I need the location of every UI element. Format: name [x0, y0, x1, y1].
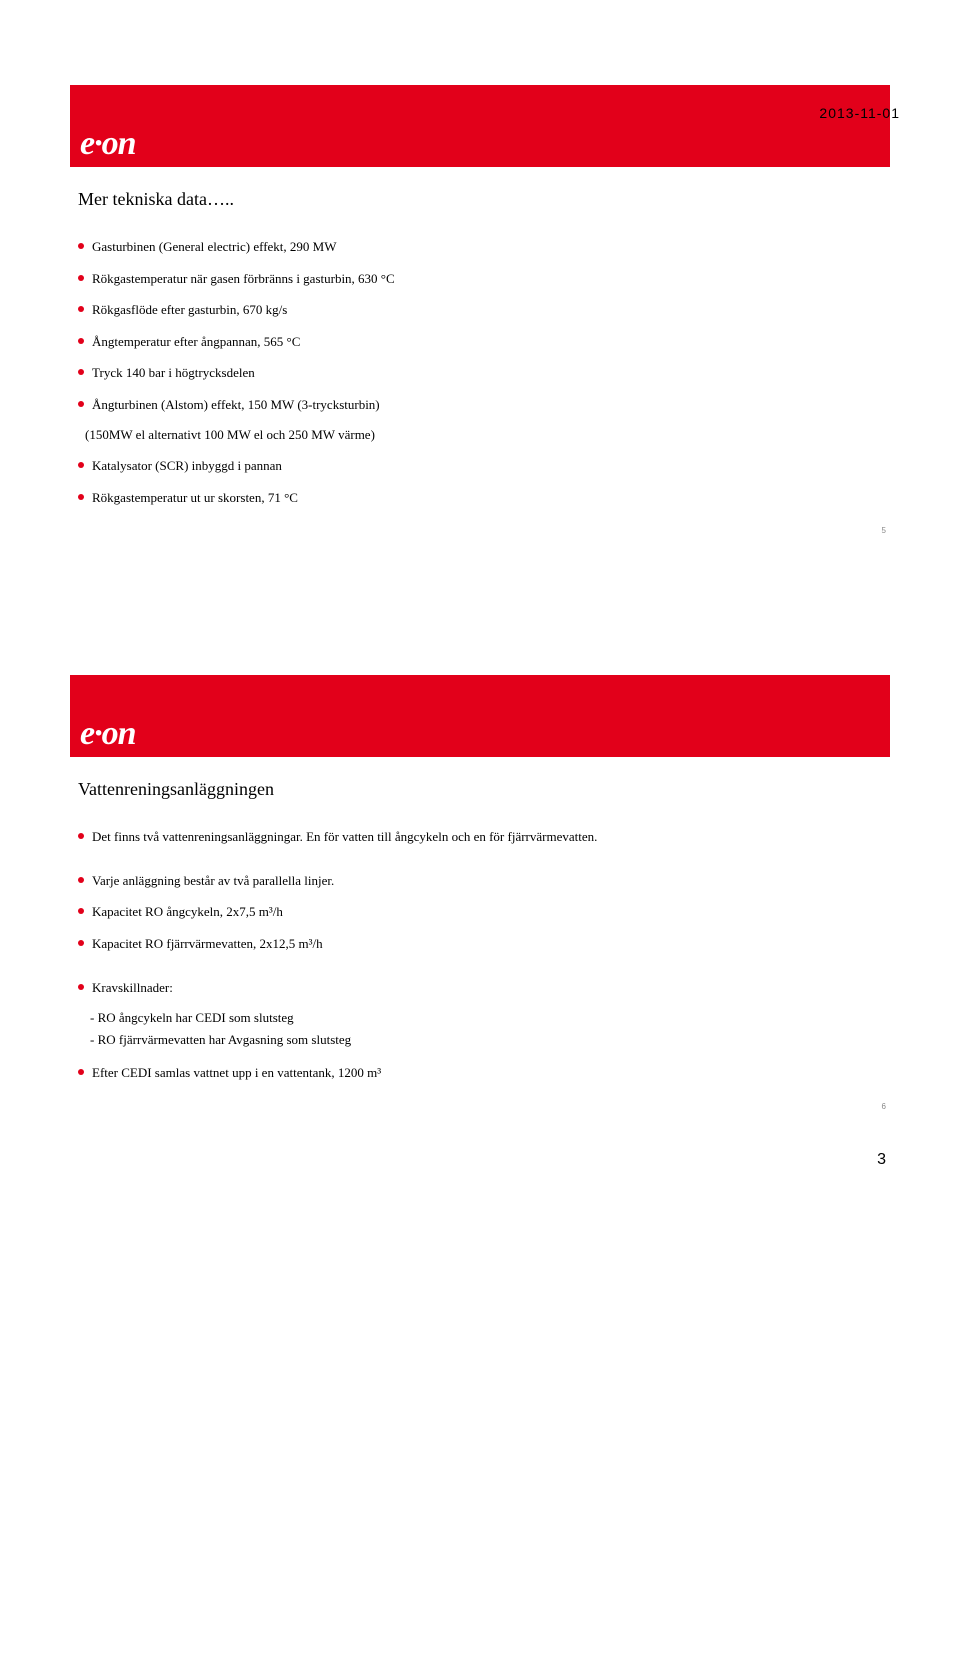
- logo-text-2: e·on: [80, 715, 136, 753]
- dash-item: - RO fjärrvärmevatten har Avgasning som …: [90, 1032, 890, 1048]
- list-item: Kravskillnader:: [78, 979, 890, 997]
- slide1-title: Mer tekniska data…..: [78, 189, 890, 210]
- list-item: Tryck 140 bar i högtrycksdelen: [78, 364, 890, 382]
- slide1-subline: (150MW el alternativt 100 MW el och 250 …: [85, 427, 890, 443]
- banner-slide-2: e·on: [70, 675, 890, 757]
- list-item: Ångtemperatur efter ångpannan, 565 °C: [78, 333, 890, 351]
- page-number: 3: [70, 1151, 890, 1169]
- slide1-bullets-bottom: Katalysator (SCR) inbyggd i pannan Rökga…: [78, 457, 890, 506]
- logo-text-1: e·on: [80, 125, 136, 163]
- list-item: Rökgastemperatur ut ur skorsten, 71 °C: [78, 489, 890, 507]
- list-item: Det finns två vattenreningsanläggningar.…: [78, 828, 890, 846]
- list-item: Ångturbinen (Alstom) effekt, 150 MW (3-t…: [78, 396, 890, 414]
- list-item: Kapacitet RO fjärrvärmevatten, 2x12,5 m³…: [78, 935, 890, 953]
- banner-slide-1: e·on: [70, 85, 890, 167]
- slide2-bullets-c: Kravskillnader:: [78, 979, 890, 997]
- page-date: 2013-11-01: [819, 105, 900, 121]
- list-item: Rökgasflöde efter gasturbin, 670 kg/s: [78, 301, 890, 319]
- slide1-number: 5: [70, 526, 890, 535]
- list-item: Kapacitet RO ångcykeln, 2x7,5 m³/h: [78, 903, 890, 921]
- slide2-bullets-a: Det finns två vattenreningsanläggningar.…: [78, 828, 890, 846]
- slide2-dash-list: - RO ångcykeln har CEDI som slutsteg - R…: [90, 1010, 890, 1048]
- list-item: Rökgastemperatur när gasen förbränns i g…: [78, 270, 890, 288]
- list-item: Katalysator (SCR) inbyggd i pannan: [78, 457, 890, 475]
- slide2-bullets-b: Varje anläggning består av två parallell…: [78, 872, 890, 953]
- dash-item: - RO ångcykeln har CEDI som slutsteg: [90, 1010, 890, 1026]
- slide1-bullets-top: Gasturbinen (General electric) effekt, 2…: [78, 238, 890, 413]
- slide2-title: Vattenreningsanläggningen: [78, 779, 890, 800]
- list-item: Varje anläggning består av två parallell…: [78, 872, 890, 890]
- slide2-number: 6: [70, 1102, 890, 1111]
- list-item: Gasturbinen (General electric) effekt, 2…: [78, 238, 890, 256]
- list-item: Efter CEDI samlas vattnet upp i en vatte…: [78, 1064, 890, 1082]
- slide2-bullets-d: Efter CEDI samlas vattnet upp i en vatte…: [78, 1064, 890, 1082]
